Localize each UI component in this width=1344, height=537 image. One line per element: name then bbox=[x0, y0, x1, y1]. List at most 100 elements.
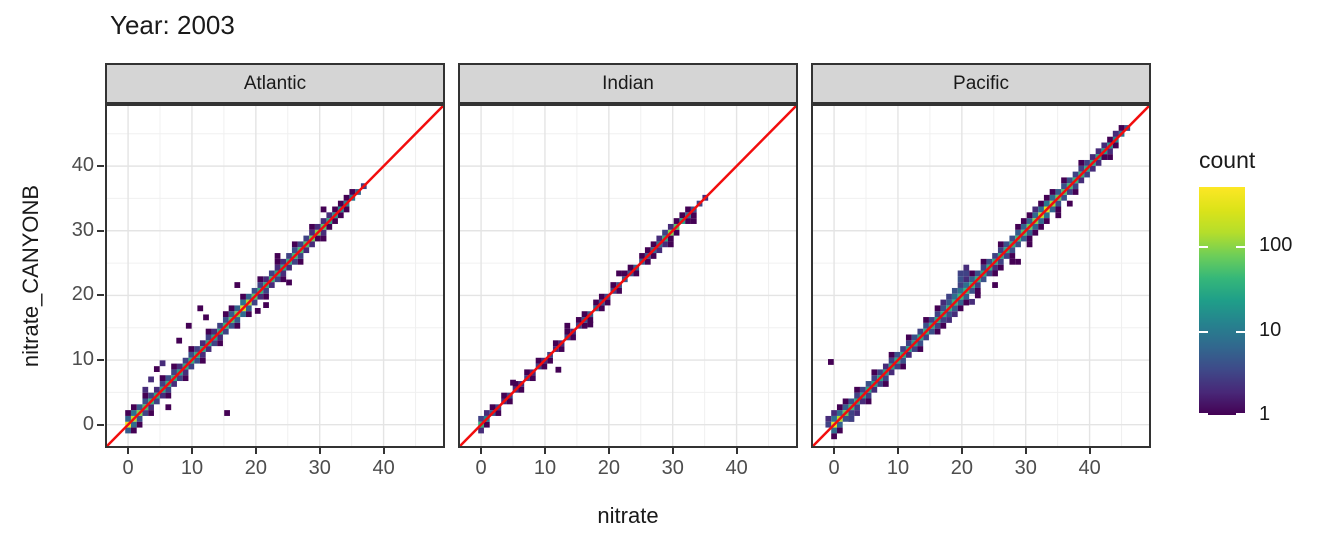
legend-tick-mark bbox=[1236, 413, 1245, 415]
bin-tile bbox=[963, 270, 970, 277]
bin-tile bbox=[1061, 183, 1067, 190]
bin-tile bbox=[280, 270, 287, 277]
x-tick-mark bbox=[896, 448, 899, 454]
bin-tile bbox=[1066, 177, 1073, 184]
bin-tile bbox=[199, 357, 206, 364]
bin-tile bbox=[871, 375, 878, 382]
bin-tile bbox=[662, 241, 668, 248]
bin-tile bbox=[1015, 241, 1021, 248]
bin-tile bbox=[957, 282, 964, 288]
bin-tile bbox=[541, 363, 548, 370]
bin-tile bbox=[923, 322, 929, 329]
bin-tile bbox=[222, 328, 229, 335]
y-tick-label: 30 bbox=[71, 218, 94, 241]
bin-tile bbox=[142, 392, 149, 399]
bin-tile bbox=[905, 340, 912, 347]
bin-tile bbox=[1101, 154, 1108, 160]
bin-tile bbox=[1055, 200, 1062, 207]
bin-tile bbox=[125, 415, 131, 422]
bin-tile bbox=[581, 322, 588, 329]
bin-tile bbox=[1061, 177, 1067, 184]
bin-tile bbox=[905, 334, 912, 341]
bin-tile bbox=[848, 415, 855, 422]
bin-tile bbox=[1078, 159, 1085, 166]
bin-tile bbox=[171, 381, 177, 387]
bin-tile bbox=[552, 340, 559, 347]
bin-tile bbox=[598, 293, 605, 300]
bin-tile bbox=[153, 386, 160, 393]
bin-tile bbox=[963, 282, 970, 288]
bin-tile bbox=[263, 276, 269, 283]
bin-tile bbox=[153, 398, 160, 405]
bin-tile bbox=[332, 206, 338, 213]
bin-tile bbox=[251, 299, 258, 306]
bin-tile bbox=[257, 276, 264, 283]
bin-tile bbox=[917, 340, 924, 347]
bin-tile bbox=[245, 293, 252, 300]
bin-tile bbox=[1043, 212, 1050, 219]
bin-tile bbox=[1026, 212, 1033, 219]
bin-tile bbox=[176, 375, 183, 382]
bin-tile bbox=[130, 427, 137, 434]
bin-tile bbox=[1009, 258, 1016, 265]
bin-tile bbox=[558, 346, 565, 352]
bin-tile bbox=[1049, 189, 1056, 195]
legend-tick-mark bbox=[1236, 330, 1245, 333]
bin-tile bbox=[831, 415, 837, 422]
bin-tile bbox=[1118, 125, 1125, 131]
y-axis-label: nitrate_CANYONB bbox=[18, 184, 43, 368]
x-tick-mark bbox=[1088, 448, 1091, 454]
bin-tile bbox=[257, 293, 264, 300]
bin-tile bbox=[245, 311, 252, 318]
bin-tile bbox=[986, 258, 993, 265]
bin-tile bbox=[1003, 253, 1010, 259]
bin-tile bbox=[951, 311, 958, 318]
bin-tile bbox=[957, 299, 964, 306]
bin-tile bbox=[963, 293, 970, 300]
panel-atlantic bbox=[105, 104, 445, 448]
bin-tile bbox=[240, 293, 246, 300]
y-tick-mark bbox=[97, 359, 104, 362]
bin-tile bbox=[188, 363, 195, 370]
bin-tile bbox=[291, 258, 298, 265]
bin-tile bbox=[535, 357, 542, 364]
bin-tile bbox=[997, 241, 1004, 248]
bin-tile bbox=[165, 392, 172, 399]
panel-plot-area bbox=[813, 106, 1149, 446]
bin-tile bbox=[194, 357, 200, 364]
bin-tile bbox=[934, 311, 941, 318]
bin-tile bbox=[130, 404, 137, 411]
bin-tile bbox=[165, 404, 172, 411]
bin-tile bbox=[303, 247, 310, 254]
x-tick-label: 20 bbox=[597, 457, 620, 479]
bin-tile bbox=[969, 270, 975, 277]
bin-tile bbox=[644, 247, 651, 254]
bin-tile bbox=[1072, 171, 1079, 178]
bin-tile bbox=[1112, 130, 1119, 137]
bin-tile bbox=[969, 298, 975, 305]
x-tick-label: 0 bbox=[828, 457, 840, 479]
bin-tile bbox=[1043, 200, 1050, 207]
bin-tile bbox=[286, 279, 292, 286]
bin-tile bbox=[1026, 241, 1033, 248]
bin-tile bbox=[159, 360, 166, 367]
y-tick-label: 0 bbox=[82, 412, 94, 435]
bin-tile bbox=[900, 357, 906, 364]
bin-tile bbox=[309, 223, 315, 230]
bin-tile bbox=[1015, 258, 1021, 265]
facet-strip-atlantic: Atlantic bbox=[105, 63, 445, 104]
bin-tile bbox=[923, 317, 929, 323]
bin-tile bbox=[217, 322, 223, 329]
bin-tile bbox=[320, 218, 327, 224]
bin-tile bbox=[957, 305, 964, 312]
bin-tile bbox=[297, 253, 304, 259]
bin-tile bbox=[992, 270, 998, 277]
bin-tile bbox=[1043, 218, 1050, 224]
bin-tile bbox=[555, 366, 562, 373]
bin-tile bbox=[980, 276, 987, 283]
bin-tile bbox=[142, 410, 149, 416]
bin-tile bbox=[604, 299, 611, 306]
bin-tile bbox=[263, 302, 269, 308]
bin-tile bbox=[263, 293, 269, 300]
bin-tile bbox=[1015, 223, 1021, 230]
